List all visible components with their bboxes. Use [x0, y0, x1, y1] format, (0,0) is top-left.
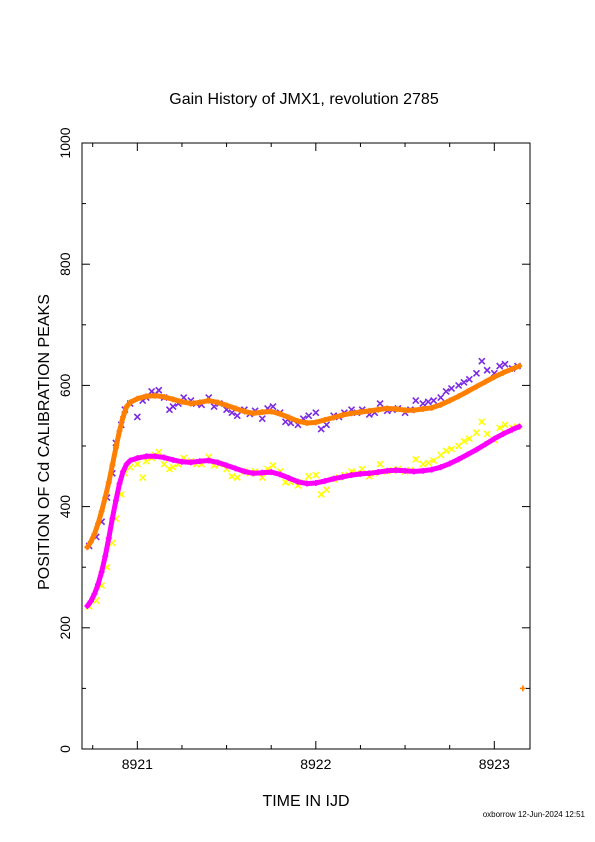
- data-point: [419, 460, 427, 468]
- y-axis: 0 200 400 600 800 1000: [57, 127, 530, 753]
- data-point: [496, 424, 504, 432]
- plot-frame: [81, 142, 531, 750]
- data-point: [258, 415, 266, 423]
- chart-title: Gain History of JMX1, revolution 2785: [169, 91, 439, 108]
- data-point: [455, 442, 463, 450]
- data-point: [465, 435, 473, 443]
- data-point: [133, 413, 141, 421]
- data-point: [139, 473, 147, 482]
- data-point: [460, 437, 468, 445]
- data-point: [501, 360, 509, 368]
- data-point: [305, 412, 313, 420]
- data-point: [322, 486, 331, 494]
- data-point: [305, 472, 313, 480]
- data-point: [483, 366, 491, 374]
- x-tick-label: 8921: [122, 756, 153, 772]
- data-point: [233, 473, 241, 482]
- data-point: [169, 463, 177, 471]
- data-point: [317, 490, 325, 499]
- plot-area: [84, 357, 526, 692]
- data-point: [430, 456, 438, 465]
- data-point: [447, 445, 456, 453]
- data-point: [519, 685, 526, 692]
- footer-stamp: oxborrow 12-Jun-2024 12:51: [483, 810, 586, 819]
- data-point: [424, 398, 432, 406]
- data-point: [419, 400, 427, 408]
- data-point: [165, 465, 174, 473]
- series-3: [84, 423, 523, 609]
- y-axis-label: POSITION OF Cd CALIBRATION PEAKS: [36, 294, 53, 590]
- data-point: [496, 362, 504, 370]
- data-point: [442, 387, 450, 396]
- data-point: [376, 460, 384, 468]
- x-axis-label: TIME IN IJD: [262, 793, 349, 810]
- data-point: [269, 461, 277, 469]
- data-point: [155, 386, 163, 394]
- data-point: [442, 447, 450, 455]
- data-point: [258, 473, 266, 482]
- data-point: [376, 400, 384, 408]
- y-tick-label: 600: [57, 374, 73, 398]
- data-point: [169, 403, 177, 411]
- y-tick-label: 800: [57, 252, 73, 276]
- data-point: [447, 384, 456, 392]
- data-point: [478, 357, 486, 365]
- y-tick-label: 200: [57, 616, 73, 640]
- data-point: [460, 378, 468, 386]
- data-point: [228, 472, 236, 480]
- data-point: [424, 459, 432, 467]
- y-tick-label: 400: [57, 495, 73, 519]
- data-point: [228, 409, 236, 417]
- x-axis: 8921 8922 8923: [92, 143, 510, 772]
- data-point: [472, 429, 481, 437]
- x-tick-label: 8922: [300, 756, 331, 772]
- data-point: [455, 381, 463, 389]
- data-point: [437, 393, 445, 402]
- data-point: [501, 421, 509, 429]
- data-point: [312, 409, 320, 417]
- data-point: [478, 418, 486, 426]
- series-0: [85, 357, 522, 550]
- series-3-trend: [84, 424, 522, 609]
- data-point: [133, 460, 141, 468]
- data-point: [312, 471, 320, 479]
- y-tick-label: 1000: [57, 127, 73, 158]
- data-point: [472, 369, 481, 377]
- y-tick-label: 0: [57, 745, 73, 753]
- data-point: [412, 396, 420, 405]
- x-tick-label: 8923: [479, 756, 510, 772]
- data-point: [430, 396, 438, 405]
- data-point: [233, 412, 241, 420]
- series-2: [84, 363, 526, 692]
- data-point: [281, 478, 290, 486]
- data-point: [281, 418, 290, 426]
- data-point: [412, 455, 420, 463]
- data-point: [483, 430, 491, 438]
- series-2-trend: [84, 363, 522, 550]
- data-point: [160, 460, 168, 468]
- data-point: [465, 375, 473, 383]
- series-1: [85, 418, 522, 611]
